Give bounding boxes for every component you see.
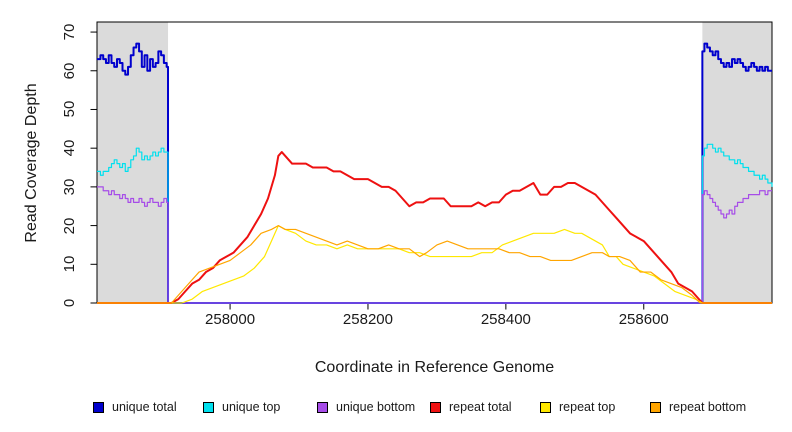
- legend-swatch-unique-top: [203, 401, 214, 413]
- legend-swatch-repeat-top: [540, 401, 551, 413]
- legend: unique total unique top unique bottom re…: [0, 399, 792, 417]
- legend-label-unique-total: unique total: [112, 400, 177, 414]
- y-tick-label-70: 70: [61, 23, 78, 41]
- y-tick-label-30: 30: [61, 178, 78, 196]
- y-tick-label-40: 40: [61, 139, 78, 157]
- legend-item-repeat-top: repeat top: [540, 399, 615, 415]
- legend-swatch-unique-total: [93, 401, 104, 413]
- legend-item-unique-top: unique top: [203, 399, 280, 415]
- x-axis-title: Coordinate in Reference Genome: [314, 359, 555, 376]
- y-tick-label-0: 0: [61, 298, 78, 308]
- x-tick-label-258200: 258200: [342, 311, 393, 328]
- legend-swatch-repeat-total: [430, 401, 441, 413]
- y-tick-label-10: 10: [61, 255, 78, 273]
- y-tick-label-20: 20: [61, 217, 78, 234]
- legend-item-repeat-bottom: repeat bottom: [650, 399, 746, 415]
- y-tick-label-50: 50: [61, 101, 78, 118]
- legend-item-unique-bottom: unique bottom: [317, 399, 415, 415]
- y-axis-title: Read Coverage Depth: [23, 83, 40, 243]
- legend-label-repeat-top: repeat top: [559, 400, 616, 414]
- y-tick-label-60: 60: [61, 62, 78, 80]
- legend-swatch-repeat-bottom: [650, 401, 661, 413]
- legend-swatch-unique-bottom: [317, 401, 328, 413]
- legend-label-unique-top: unique top: [222, 400, 281, 414]
- x-tick-label-258000: 258000: [205, 311, 256, 328]
- legend-label-unique-bottom: unique bottom: [336, 400, 416, 414]
- legend-item-unique-total: unique total: [93, 399, 177, 415]
- legend-label-repeat-bottom: repeat bottom: [669, 400, 747, 414]
- x-tick-label-258400: 258400: [480, 311, 531, 328]
- x-tick-label-258600: 258600: [618, 311, 669, 328]
- legend-label-repeat-total: repeat total: [449, 400, 512, 414]
- legend-item-repeat-total: repeat total: [430, 399, 512, 415]
